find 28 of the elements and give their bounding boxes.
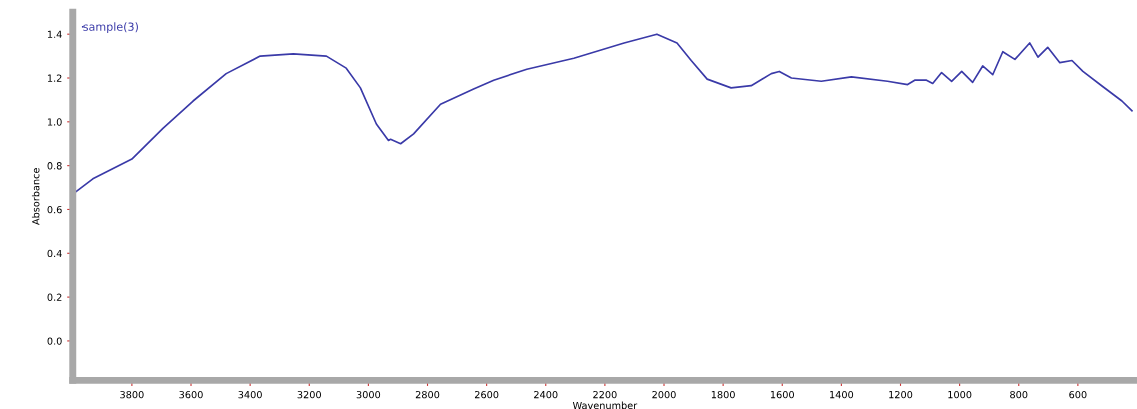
y-tick-label: 0.2 xyxy=(47,293,62,301)
y-tick-label: 0.0 xyxy=(47,337,62,345)
x-tick-label: 800 xyxy=(1010,390,1028,399)
x-tick-label: 3200 xyxy=(297,390,321,399)
x-tick-label: 1000 xyxy=(948,390,972,399)
x-tick-label: 2800 xyxy=(415,390,440,399)
x-tick-label: 2400 xyxy=(534,390,558,399)
x-tick-label: 3600 xyxy=(179,390,203,399)
x-tick-label: 1200 xyxy=(889,390,913,399)
y-tick-label: 0.6 xyxy=(47,205,62,214)
x-tick-label: 600 xyxy=(1069,390,1087,399)
x-tick-label: 3000 xyxy=(356,390,381,399)
x-tick-label: 2600 xyxy=(474,390,499,399)
x-tick-label: 3400 xyxy=(238,390,262,399)
x-tick-label: 3800 xyxy=(120,390,144,399)
y-tick-label: 1.0 xyxy=(47,118,62,126)
x-axis-title: Wavenumber xyxy=(572,401,638,409)
y-tick-label: 0.8 xyxy=(47,162,62,170)
x-tick-label: 1400 xyxy=(830,390,854,399)
y-tick-label: 1.4 xyxy=(47,30,62,38)
x-tick-label: 2200 xyxy=(593,390,617,399)
legend-label: sample(3) xyxy=(83,22,138,34)
x-tick-label: 2000 xyxy=(652,390,676,399)
y-tick-label: 1.2 xyxy=(47,74,62,82)
y-axis-title: Absorbance xyxy=(31,168,40,225)
x-tick-label: 1800 xyxy=(711,390,735,399)
y-tick-label: 0.4 xyxy=(47,249,62,258)
x-tick-label: 1600 xyxy=(770,390,794,399)
